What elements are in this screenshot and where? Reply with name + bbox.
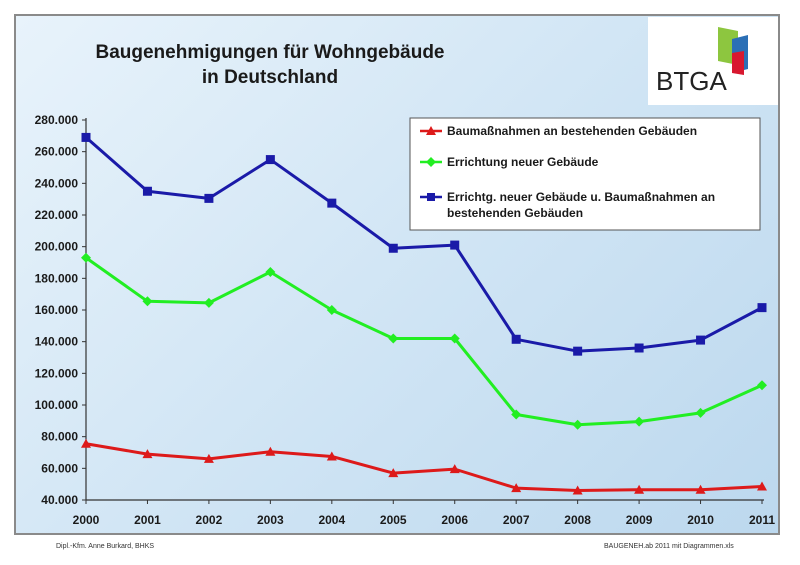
data-point [634, 484, 645, 494]
y-tick-label: 220.000 [35, 208, 79, 222]
legend-item-2: Errichtung neuer Gebäude [420, 155, 599, 169]
x-tick-label: 2006 [441, 513, 468, 527]
series-1 [81, 438, 767, 495]
data-point [204, 193, 214, 203]
y-tick-label: 140.000 [35, 335, 79, 349]
y-tick-label: 100.000 [35, 398, 79, 412]
y-tick-label: 160.000 [35, 303, 79, 317]
chart-title-line1: Baugenehmigungen für Wohngebäude [95, 42, 445, 63]
btga-logo: BTGA [648, 17, 778, 105]
series-line-2 [85, 256, 763, 427]
footer-author: Dipl.-Kfm. Anne Burkard, BHKS [56, 543, 155, 550]
btga-logo-icon: BTGA [656, 27, 748, 96]
data-point [327, 198, 337, 208]
series-3 [81, 132, 767, 356]
data-point [265, 155, 275, 165]
footer-filename: BAUGENEH.ab 2011 mit Diagrammen.xls [604, 543, 734, 550]
legend-label-1: Baumaßnahmen an bestehenden Gebäuden [447, 124, 697, 138]
series-line-3 [85, 136, 763, 353]
y-tick-label: 280.000 [35, 113, 79, 127]
data-point [142, 449, 153, 459]
data-point [757, 481, 767, 491]
x-tick-label: 2000 [73, 513, 100, 527]
legend-marker-diamond [426, 157, 436, 167]
data-point [265, 446, 276, 456]
legend-label-3a: Errichtg. neuer Gebäude u. Baumaßnahmen … [447, 190, 715, 204]
data-point [634, 416, 645, 427]
y-axis-ticks: 40.000 60.000 80.000 100.000 120.000 140.000 1… [35, 113, 86, 507]
data-point [450, 240, 460, 250]
x-axis-ticks: 2000 2001 2002 2003 2004 2005 2006 2007 2008 2009… [73, 500, 775, 527]
data-point [81, 252, 91, 263]
x-tick-label: 2005 [380, 513, 407, 527]
data-point [695, 407, 706, 418]
x-tick-label: 2010 [687, 513, 714, 527]
data-point [757, 303, 767, 313]
data-point [511, 334, 521, 344]
chart-legend: Baumaßnahmen an bestehenden Gebäuden Err… [409, 117, 761, 231]
x-tick-label: 2008 [564, 513, 591, 527]
data-point [388, 468, 399, 478]
data-point [757, 380, 767, 391]
x-tick-label: 2003 [257, 513, 284, 527]
legend-item-3: Errichtg. neuer Gebäude u. Baumaßnahmen … [420, 190, 715, 220]
y-tick-label: 260.000 [35, 145, 79, 159]
data-point [388, 243, 398, 253]
data-point [81, 438, 91, 448]
data-point [142, 296, 153, 307]
y-tick-label: 180.000 [35, 271, 79, 285]
legend-marker-triangle [426, 126, 436, 135]
data-point [634, 343, 644, 353]
legend-label-2: Errichtung neuer Gebäude [447, 155, 599, 169]
chart-series [81, 132, 767, 495]
data-point [203, 297, 214, 308]
legend-marker-square [427, 193, 435, 201]
data-point [573, 346, 583, 356]
x-tick-label: 2007 [503, 513, 530, 527]
data-point [572, 419, 583, 430]
chart-title: Baugenehmigungen für Wohngebäude in Deut… [60, 40, 480, 90]
data-point [695, 484, 706, 494]
legend-item-1: Baumaßnahmen an bestehenden Gebäuden [420, 124, 697, 138]
y-tick-label: 40.000 [41, 493, 78, 507]
data-point [696, 335, 706, 345]
x-tick-label: 2001 [134, 513, 161, 527]
data-point [326, 305, 337, 315]
y-tick-label: 120.000 [35, 366, 79, 380]
data-point [326, 451, 337, 461]
y-tick-label: 60.000 [41, 461, 78, 475]
data-point [572, 485, 583, 495]
data-point [449, 333, 460, 344]
data-point [203, 453, 214, 463]
data-point [265, 267, 276, 277]
data-point [511, 483, 522, 493]
x-tick-label: 2004 [318, 513, 345, 527]
y-tick-label: 200.000 [35, 240, 79, 254]
data-point [142, 186, 152, 196]
x-tick-label: 2011 [749, 513, 775, 527]
data-point [388, 333, 399, 344]
legend-label-3b: bestehenden Gebäuden [447, 206, 583, 220]
data-point [449, 464, 460, 474]
chart-title-line2: in Deutschland [201, 67, 339, 88]
y-tick-label: 80.000 [41, 430, 78, 444]
y-tick-label: 240.000 [35, 176, 79, 190]
logo-text: BTGA [656, 66, 727, 96]
legend-box [409, 117, 761, 231]
series-line-1 [85, 442, 763, 492]
x-tick-label: 2009 [626, 513, 653, 527]
data-point [511, 409, 522, 420]
series-2 [81, 252, 767, 430]
x-tick-label: 2002 [196, 513, 223, 527]
data-point [81, 132, 91, 142]
